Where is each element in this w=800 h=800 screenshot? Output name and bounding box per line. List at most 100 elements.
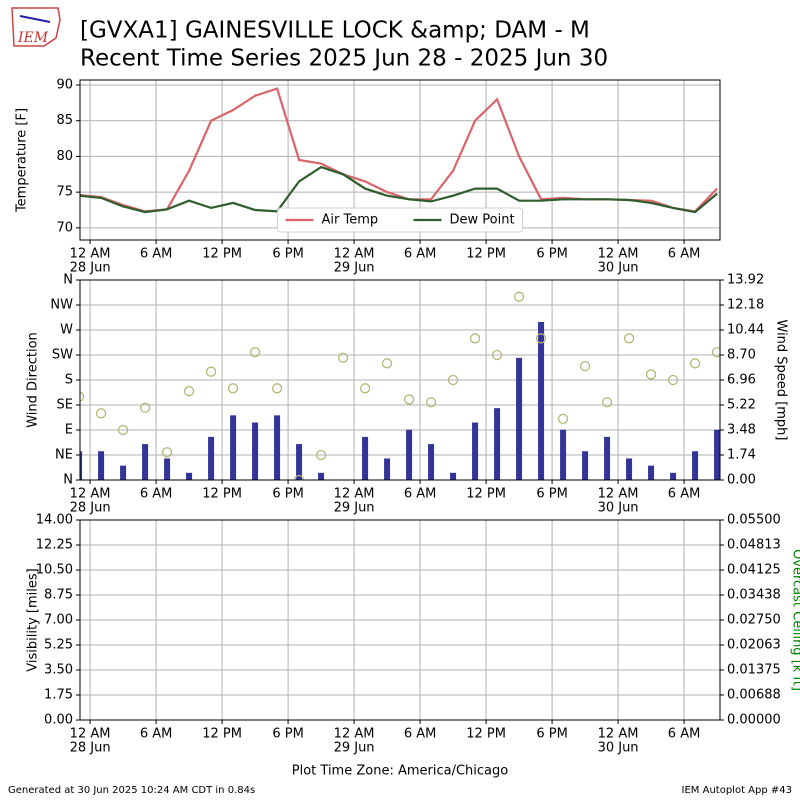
point: [359, 383, 371, 394]
y-tick-label: S: [65, 373, 73, 388]
point: [469, 333, 481, 344]
point: [205, 366, 217, 377]
y-tick-label: NW: [50, 298, 73, 313]
x-tick-label: 6 AM: [668, 727, 701, 742]
bar: [164, 458, 171, 480]
point: [711, 347, 720, 358]
y2-tick-label: 0.02750: [727, 613, 781, 628]
line: [80, 165, 718, 214]
bar: [582, 451, 589, 480]
point: [425, 397, 437, 408]
y-tick-label: 7.00: [44, 613, 73, 628]
point: [535, 333, 547, 344]
bar: [98, 451, 105, 480]
y-tick-label: N: [63, 273, 73, 288]
y2-tick-label: 0.00688: [727, 687, 781, 702]
bar: [626, 458, 633, 480]
y-tick-label: NE: [55, 448, 73, 463]
bar: [252, 422, 259, 480]
x-tick-label: 29 Jun: [334, 261, 375, 276]
point: [183, 385, 195, 397]
y2-tick-label: 0.05500: [727, 513, 781, 528]
y2-tick-label: 0.00000: [727, 713, 781, 728]
plot-marks: [80, 87, 718, 214]
logo: IEM: [11, 7, 61, 47]
y2-tick-label: 8.70: [727, 348, 756, 363]
point: [557, 413, 569, 425]
point: [513, 291, 525, 302]
y-tick-label: 10.50: [36, 563, 73, 578]
x-tick-label: 12 AM: [598, 727, 639, 742]
x-tick-label: 12 AM: [334, 247, 375, 262]
x-tick-label: 6 PM: [536, 487, 567, 502]
bar: [120, 465, 127, 480]
x-tick-label: 30 Jun: [598, 741, 639, 756]
legend-label: Air Temp: [322, 213, 379, 228]
bar: [274, 415, 281, 480]
x-tick-label: 6 AM: [140, 247, 173, 262]
y2-tick-label: 0.03438: [727, 587, 781, 602]
x-tick-label: 12 PM: [202, 487, 242, 502]
point: [227, 383, 239, 394]
point: [403, 394, 415, 405]
x-tick-label: 6 AM: [404, 727, 437, 742]
bar: [296, 444, 303, 480]
y-axis-label: Temperature [F]: [15, 108, 30, 213]
plot-frame: [79, 279, 721, 481]
x-tick-label: 12 AM: [598, 247, 639, 262]
point: [601, 397, 613, 408]
y-tick-label: 8.75: [44, 588, 73, 603]
point: [161, 447, 173, 458]
y-tick-label: 75: [56, 185, 73, 200]
point: [139, 402, 151, 413]
y-tick-label: 0.00: [44, 713, 73, 728]
bar: [538, 321, 545, 480]
y2-tick-label: 12.18: [727, 298, 764, 313]
x-tick-label: 29 Jun: [334, 501, 375, 516]
bar: [362, 436, 369, 480]
x-tick-label: 28 Jun: [70, 261, 111, 276]
y-tick-label: 90: [56, 78, 73, 93]
x-tick-label: 6 AM: [668, 247, 701, 262]
bar: [450, 472, 457, 480]
x-tick-label: 6 PM: [536, 727, 567, 742]
y-tick-label: SW: [52, 348, 73, 363]
bar: [560, 429, 567, 480]
footer-right: IEM Autoplot App #43: [682, 785, 792, 796]
x-axis-label: Plot Time Zone: America/Chicago: [292, 764, 508, 779]
y-tick-label: 80: [56, 149, 73, 164]
bar: [230, 415, 237, 480]
x-tick-label: 12 AM: [70, 487, 111, 502]
x-tick-label: 12 PM: [466, 727, 506, 742]
bar: [406, 429, 413, 480]
y2-tick-label: 0.04813: [727, 537, 781, 552]
x-tick-label: 12 AM: [598, 487, 639, 502]
y2-tick-label: 0.04125: [727, 563, 781, 578]
point: [645, 369, 657, 380]
point: [249, 347, 261, 358]
title-line: [GVXA1] GAINESVILLE LOCK &amp; DAM - M: [80, 18, 590, 44]
y2-tick-label: 0.02063: [727, 637, 781, 652]
x-tick-label: 6 AM: [140, 727, 173, 742]
point: [689, 358, 701, 369]
bar: [604, 436, 611, 480]
y-tick-label: 3.50: [44, 663, 73, 678]
y2-tick-label: 0.00: [727, 473, 756, 488]
y-tick-label: 14.00: [36, 513, 73, 528]
point: [80, 391, 85, 402]
logo-line: [19, 15, 51, 23]
y2-tick-label: 0.01375: [727, 663, 781, 678]
logo-text: IEM: [17, 30, 49, 46]
point: [579, 360, 591, 372]
y-tick-label: 85: [56, 113, 73, 128]
bar: [384, 458, 391, 480]
bar: [428, 444, 435, 480]
y-tick-label: E: [65, 423, 73, 438]
x-tick-label: 28 Jun: [70, 741, 111, 756]
point: [95, 408, 107, 419]
x-tick-label: 29 Jun: [334, 741, 375, 756]
x-tick-label: 6 AM: [668, 487, 701, 502]
point: [337, 352, 349, 363]
x-tick-label: 30 Jun: [598, 501, 639, 516]
